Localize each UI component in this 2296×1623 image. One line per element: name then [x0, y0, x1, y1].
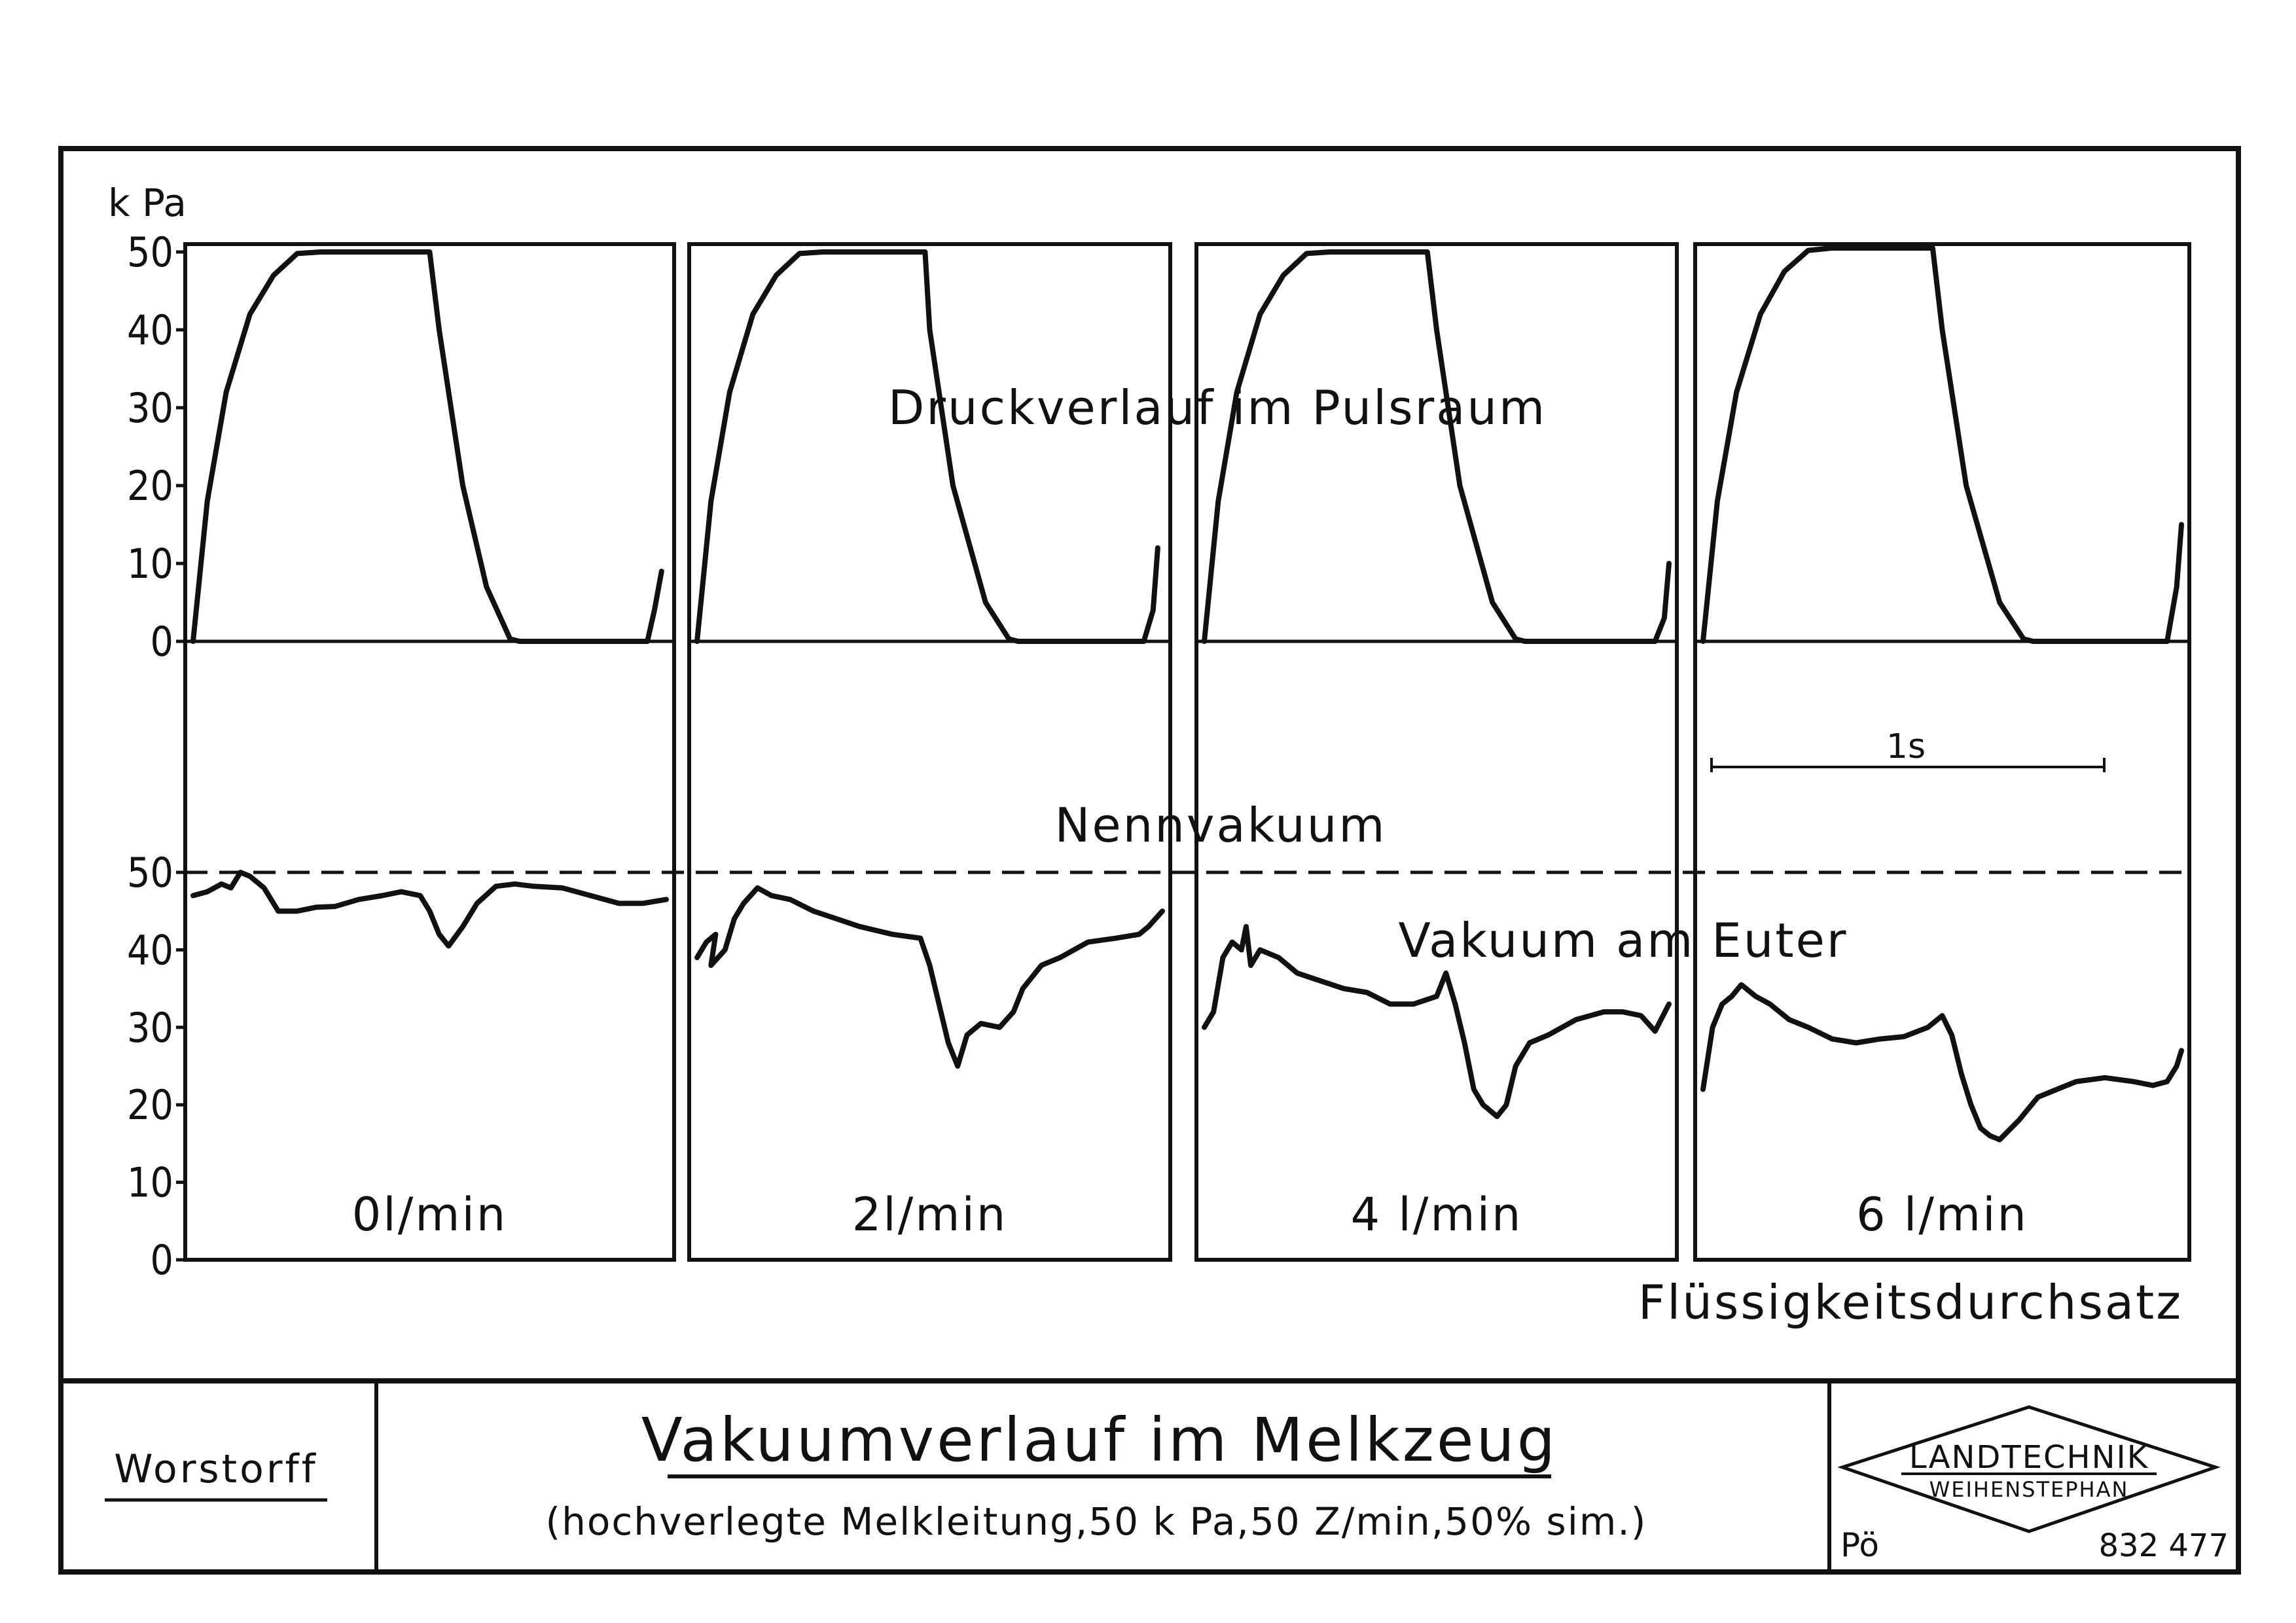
y-tick-label-lower-20: 20: [127, 1081, 173, 1129]
y-axis-upper: 0 10 20 30 40 50: [127, 228, 187, 666]
y-tick-label-upper-30: 30: [127, 384, 173, 432]
document-number: 832 477: [2099, 1527, 2229, 1564]
lower-series-label: Vakuum am Euter: [1399, 913, 1848, 968]
panel-frame-3: [1194, 242, 1679, 1262]
company-name: Worstorff: [114, 1446, 318, 1492]
y-tick-label-upper-20: 20: [127, 462, 173, 510]
sheet-subtitle: (hochverlegte Melkleitung,50 k Pa,50 Z/m…: [546, 1499, 1647, 1544]
author-initials: Pö: [1840, 1526, 1879, 1564]
panel-frame-2: [687, 242, 1172, 1262]
panel-frame-4: [1693, 242, 2191, 1262]
y-tick-label-lower-30: 30: [127, 1004, 173, 1052]
sheet-title: Vakuumverlauf im Melkzeug: [641, 1405, 1558, 1475]
y-tick-label-lower-10: 10: [127, 1159, 173, 1207]
flow-label-3: 4 l/min: [1351, 1188, 1523, 1241]
flow-label-1: 0l/min: [352, 1188, 508, 1241]
time-scale-bar: 1s: [1710, 727, 2106, 772]
x-axis-label: Flüssigkeitsdurchsatz: [1638, 1275, 2183, 1330]
logo-line-2: WEIHENSTEPHAN: [1929, 1477, 2129, 1502]
panel-frame-1: [183, 242, 676, 1262]
y-axis-lower: 0 10 20 30 40 50: [127, 849, 187, 1284]
outer-frame: [58, 146, 2241, 1575]
y-tick-label-upper-40: 40: [127, 306, 173, 354]
flow-label-2: 2l/min: [852, 1188, 1008, 1241]
y-tick-label-upper-10: 10: [127, 540, 173, 588]
y-unit-label: k Pa: [108, 181, 187, 225]
vacuum-series-group: [190, 870, 2184, 1143]
pulse-series-group: [190, 245, 2184, 644]
y-tick-label-lower-0: 0: [151, 1236, 173, 1284]
panel-frames: [183, 242, 2191, 1262]
y-tick-label-lower-50: 50: [127, 849, 173, 897]
y-tick-label-upper-0: 0: [151, 618, 173, 666]
nominal-vacuum-label: Nennvakuum: [1054, 798, 1386, 853]
pulse-curve-1: [190, 249, 664, 644]
flow-labels: 0l/min 2l/min 4 l/min 6 l/min: [352, 1188, 2028, 1241]
pulse-curve-3: [1202, 249, 1672, 644]
logo-hexagon: [1837, 1405, 2221, 1533]
vacuum-curve-3: [1202, 923, 1672, 1119]
pulse-curve-2: [694, 249, 1160, 644]
flow-label-4: 6 l/min: [1856, 1188, 2028, 1241]
y-tick-label-lower-40: 40: [127, 926, 173, 974]
landtechnik-logo: LANDTECHNIK WEIHENSTEPHAN: [1837, 1405, 2221, 1533]
upper-series-label: Druckverlauf im Pulsraum: [888, 380, 1547, 435]
vacuum-curve-1: [190, 870, 669, 949]
vacuum-curve-4: [1700, 982, 2184, 1143]
scale-bar-label: 1s: [1886, 727, 1926, 766]
logo-line-1: LANDTECHNIK: [1909, 1439, 2149, 1476]
vacuum-curve-2: [694, 885, 1165, 1069]
y-tick-label-upper-50: 50: [127, 228, 173, 276]
pulse-curve-4: [1700, 245, 2184, 644]
